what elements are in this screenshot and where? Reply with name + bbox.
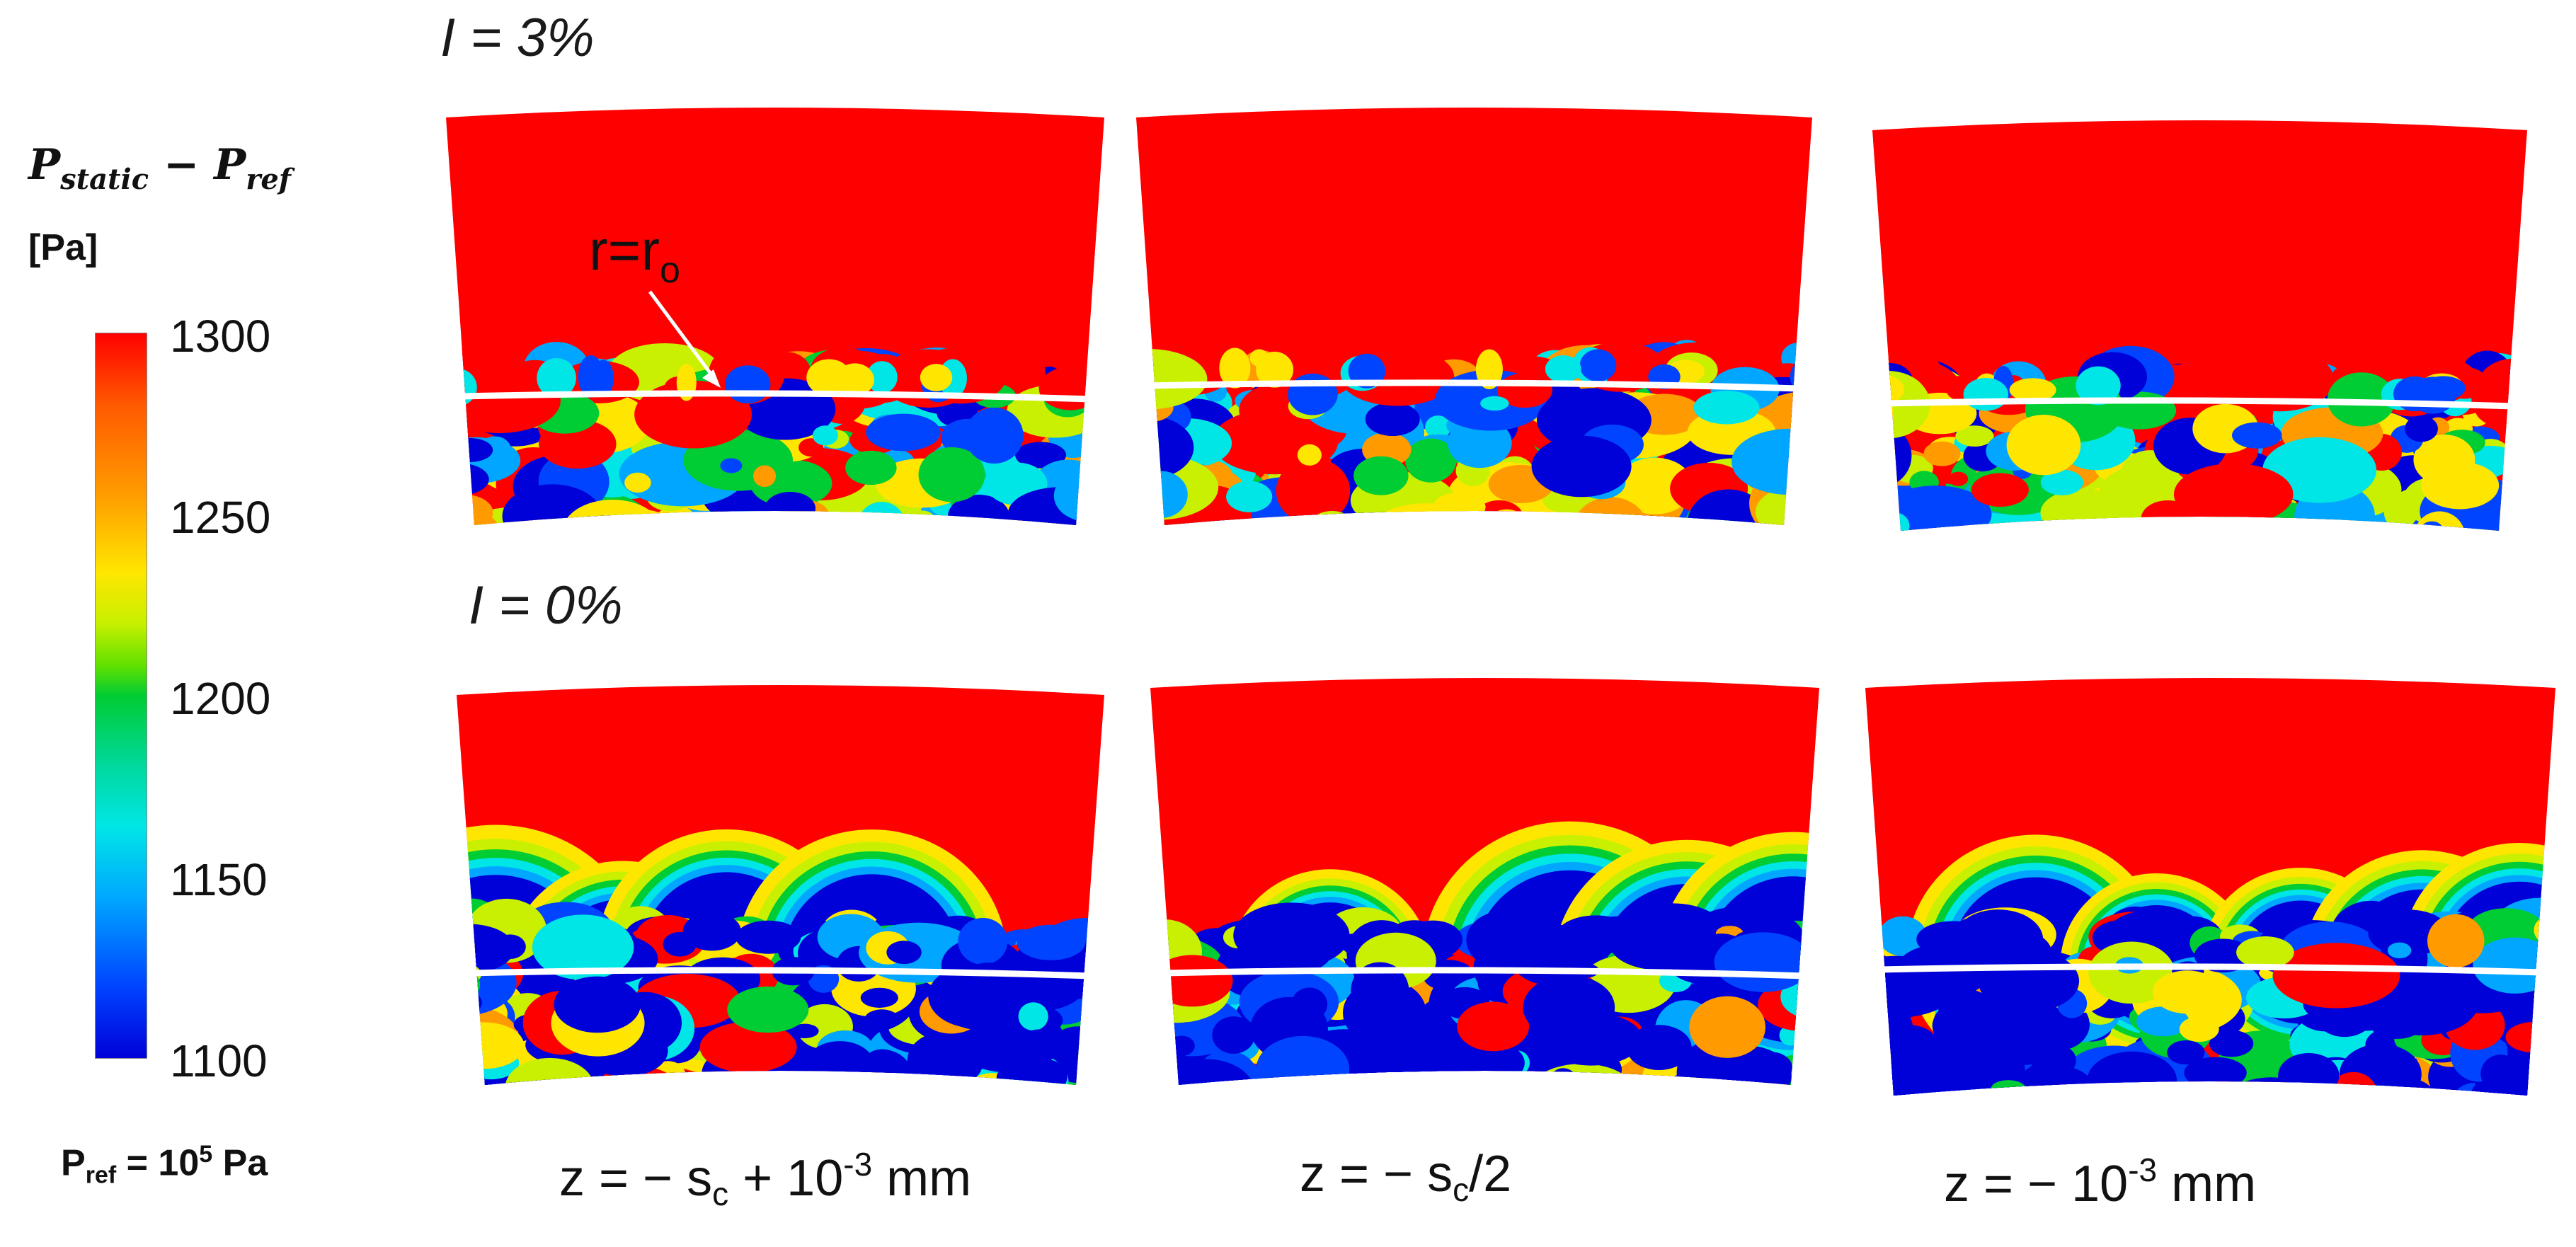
row-label-i0: I = 0% <box>469 575 623 636</box>
contour-panel-6 <box>1865 678 2555 1096</box>
colorbar-tick-1200: 1200 <box>170 673 271 724</box>
column-label-2: z = − sc/2 <box>1300 1146 1512 1208</box>
contour-panel-2 <box>1136 108 1812 525</box>
r-ro-line <box>1163 967 1807 979</box>
contour-panel-3 <box>1872 120 2527 531</box>
colorbar-tick-1300: 1300 <box>170 311 271 362</box>
colorbar-gradient <box>95 333 147 1059</box>
r-ro-annotation: r=ro <box>589 219 680 291</box>
contour-field <box>1150 678 1819 1085</box>
r-ro-line <box>1150 379 1799 392</box>
r-ro-line <box>469 967 1092 979</box>
colorbar-unit: [Pa] <box>28 227 98 268</box>
colorbar-title: Pstatic − Pref <box>28 140 291 196</box>
contour-panel-4 <box>457 685 1104 1085</box>
column-label-1: z = − sc + 10-3 mm <box>559 1146 972 1212</box>
r-ro-line <box>1885 397 2514 410</box>
contour-panel-1 <box>446 108 1104 525</box>
r-ro-line <box>459 390 1092 403</box>
row-label-i3: I = 3% <box>440 8 595 68</box>
column-label-3: z = − 10-3 mm <box>1944 1151 2257 1212</box>
colorbar-tick-1250: 1250 <box>170 492 271 543</box>
pref-note: Pref = 105 Pa <box>61 1141 268 1189</box>
r-ro-line <box>1879 963 2542 976</box>
colorbar-tick-1100: 1100 <box>170 1035 268 1086</box>
contour-panel-5 <box>1150 678 1819 1085</box>
colorbar-tick-1150: 1150 <box>170 854 268 905</box>
